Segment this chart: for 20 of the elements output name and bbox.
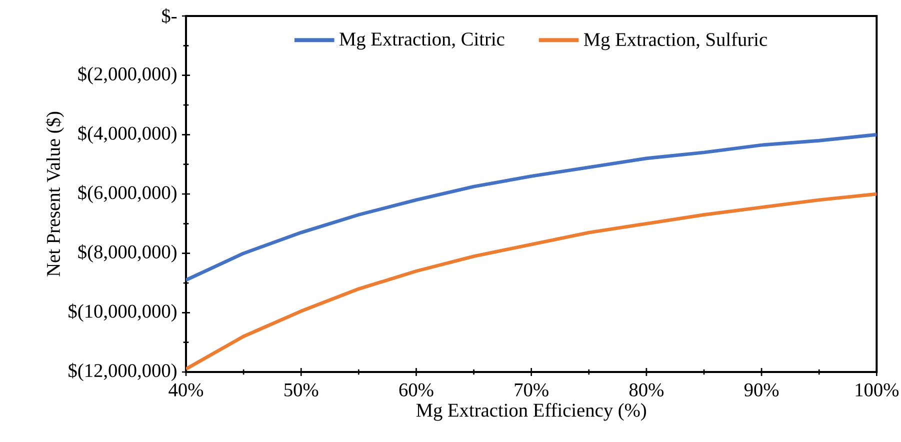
line-series bbox=[186, 192, 877, 371]
y-axis-title: Net Present Value ($) bbox=[46, 112, 64, 276]
y-tick-label: $- bbox=[162, 8, 177, 24]
legend-label: Mg Extraction, Citric bbox=[340, 32, 504, 50]
legend-label: Mg Extraction, Sulfuric bbox=[584, 32, 767, 50]
y-tick-label: $(8,000,000) bbox=[78, 244, 176, 262]
x-tick-label: 80% bbox=[629, 383, 664, 396]
x-tick-label: 100% bbox=[856, 383, 899, 396]
y-tick-label: $(6,000,000) bbox=[78, 184, 176, 204]
x-tick-label: 70% bbox=[514, 383, 548, 396]
x-tick-label: 40% bbox=[168, 383, 204, 396]
x-tick-label: 90% bbox=[744, 383, 779, 396]
x-axis-title: Mg Extraction Efficiency (%) bbox=[416, 402, 646, 421]
y-tick-label: $(4,000,000) bbox=[78, 126, 176, 144]
y-tick-label: $(2,000,000) bbox=[78, 66, 176, 84]
x-tick-label: 50% bbox=[284, 383, 318, 396]
y-tick-label: $(12,000,000) bbox=[68, 362, 176, 382]
y-tick-label: $(10,000,000) bbox=[68, 304, 176, 322]
x-tick-label: 60% bbox=[399, 383, 434, 396]
line-series bbox=[186, 132, 877, 282]
